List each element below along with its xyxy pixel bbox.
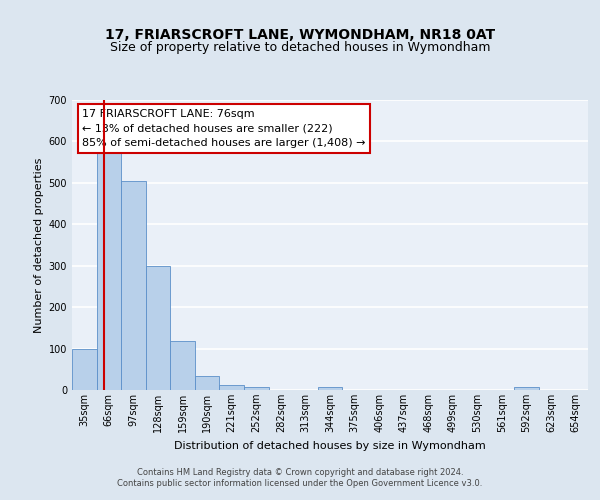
Text: 17, FRIARSCROFT LANE, WYMONDHAM, NR18 0AT: 17, FRIARSCROFT LANE, WYMONDHAM, NR18 0A… [105, 28, 495, 42]
Bar [514, 386, 539, 390]
Bar [195, 376, 220, 390]
Bar [72, 348, 97, 390]
Bar [220, 384, 244, 390]
Text: Contains public sector information licensed under the Open Government Licence v3: Contains public sector information licen… [118, 480, 482, 488]
X-axis label: Distribution of detached houses by size in Wymondham: Distribution of detached houses by size … [174, 440, 486, 450]
Bar [121, 181, 146, 390]
Bar [170, 341, 195, 390]
Text: Contains HM Land Registry data © Crown copyright and database right 2024.: Contains HM Land Registry data © Crown c… [137, 468, 463, 477]
Text: 17 FRIARSCROFT LANE: 76sqm
← 13% of detached houses are smaller (222)
85% of sem: 17 FRIARSCROFT LANE: 76sqm ← 13% of deta… [82, 108, 366, 148]
Bar [146, 266, 170, 390]
Y-axis label: Number of detached properties: Number of detached properties [34, 158, 44, 332]
Bar [97, 152, 121, 390]
Bar [318, 386, 342, 390]
Bar [244, 386, 269, 390]
Text: Size of property relative to detached houses in Wymondham: Size of property relative to detached ho… [110, 41, 490, 54]
